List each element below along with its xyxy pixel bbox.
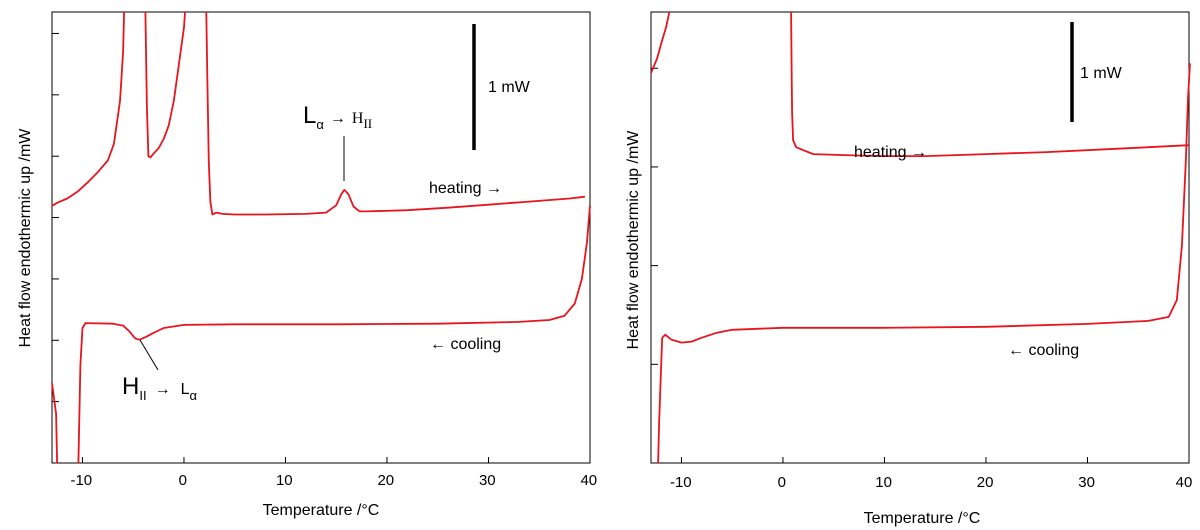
left-y-axis-title: Heat flow endothermic up /mW xyxy=(17,128,34,348)
right-x-tick-label: 10 xyxy=(875,474,892,491)
trans1-sub1: α xyxy=(316,117,324,132)
left-curve-2 xyxy=(51,383,58,464)
left-series-group xyxy=(51,11,591,464)
left-heating-label: heating → xyxy=(429,180,502,197)
left-curve-0 xyxy=(51,11,586,216)
right-series-group xyxy=(650,11,1191,464)
trans2-sub2: α xyxy=(189,388,197,403)
transition-label-la-to-hii: Lα → HII xyxy=(303,102,372,132)
left-x-tick-label: 20 xyxy=(377,472,394,489)
left-x-tick-label: 30 xyxy=(479,472,496,489)
transition-label-hii-to-la: HII → Lα xyxy=(122,373,197,403)
left-x-axis xyxy=(81,457,591,463)
left-x-tick-label: 40 xyxy=(580,472,597,489)
left-chart-panel: -10 0 10 20 30 40 Temperature /°C Heat f… xyxy=(17,11,597,519)
trans1-main: L xyxy=(303,102,316,129)
left-plot-frame xyxy=(51,11,591,464)
trans1-main2: H xyxy=(352,110,364,127)
right-x-tick-label: 0 xyxy=(778,474,786,491)
trans1-arrow: → xyxy=(330,110,346,127)
right-plot-frame xyxy=(650,11,1190,464)
trans2-sub1: II xyxy=(139,388,146,403)
left-y-axis xyxy=(52,32,59,403)
right-x-axis-title: Temperature /°C xyxy=(864,510,981,527)
right-heating-label: heating → xyxy=(854,144,927,161)
right-x-axis xyxy=(680,457,1190,463)
right-cooling-label: ← cooling xyxy=(1008,342,1079,359)
right-curve-1 xyxy=(657,63,1191,464)
right-x-tick-label: 30 xyxy=(1078,474,1095,491)
left-x-tick-label: -10 xyxy=(70,472,92,489)
left-curve-1 xyxy=(77,205,591,464)
trans1-sub2: II xyxy=(363,116,372,131)
left-x-tick-label: 0 xyxy=(179,472,187,489)
trans2-main: H xyxy=(122,373,139,400)
left-x-axis-title: Temperature /°C xyxy=(263,502,380,519)
right-x-tick-label: 40 xyxy=(1176,474,1193,491)
right-x-tick-label: -10 xyxy=(670,474,692,491)
trans2-arrow: → xyxy=(155,381,171,398)
right-curve-0 xyxy=(650,11,1190,157)
right-scale-bar-label: 1 mW xyxy=(1080,65,1123,82)
right-y-axis-title: Heat flow endothermic up /mW xyxy=(625,130,642,350)
left-x-tick-label: 10 xyxy=(276,472,293,489)
left-cooling-label: ← cooling xyxy=(430,336,501,353)
right-x-tick-label: 20 xyxy=(977,474,994,491)
trans2-main2: L xyxy=(181,381,190,398)
trans2-leader-line xyxy=(139,339,159,371)
right-chart-panel: -10 0 10 20 30 40 Temperature /°C Heat f… xyxy=(625,11,1193,527)
right-y-axis xyxy=(651,67,658,365)
left-scale-bar-label: 1 mW xyxy=(488,79,531,96)
